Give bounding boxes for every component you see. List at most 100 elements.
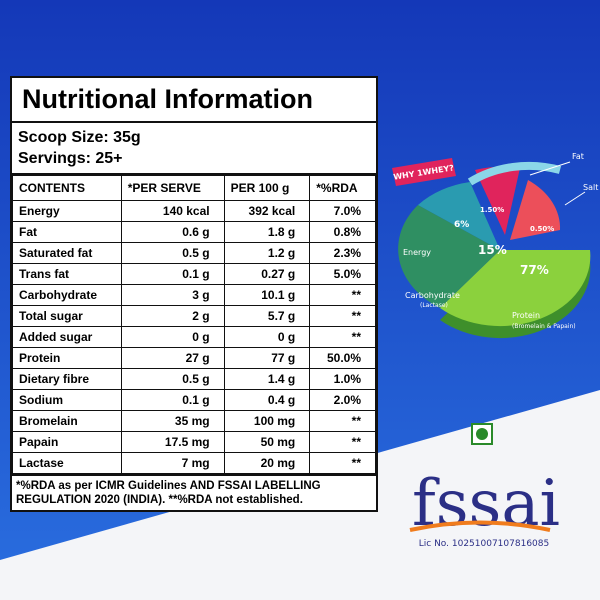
- table-row: Carbohydrate 3 g 10.1 g **: [12, 284, 376, 306]
- table-cell: 1.0%: [309, 368, 376, 390]
- nutrient-grid: CONTENTS *PER SERVE PER 100 g *%RDA Energy 14…: [12, 175, 376, 474]
- protein-label: Protein: [512, 311, 540, 320]
- table-cell: Bromelain: [12, 410, 122, 432]
- carb-label: Carbohydrate: [405, 291, 460, 300]
- table-cell: 27 g: [120, 347, 225, 369]
- table-cell: 5.7 g: [223, 305, 311, 327]
- table-cell: 77 g: [223, 347, 311, 369]
- table-cell: 2.0%: [309, 389, 376, 411]
- table-cell: Carbohydrate: [12, 284, 122, 306]
- table-cell: Protein: [12, 347, 122, 369]
- header-cell: CONTENTS: [12, 175, 122, 201]
- carbohydrate-slice: [398, 205, 500, 308]
- table-cell: 0.6 g: [120, 221, 225, 243]
- table-cell: 50.0%: [309, 347, 376, 369]
- table-cell: Added sugar: [12, 326, 122, 348]
- table-cell: Sodium: [12, 389, 122, 411]
- table-cell: **: [309, 284, 376, 306]
- table-cell: Saturated fat: [12, 242, 122, 264]
- fat-percent: 1.50%: [480, 206, 504, 214]
- serving-info: Scoop Size: 35g Servings: 25+: [12, 123, 376, 175]
- table-row: Protein 27 g 77 g 50.0%: [12, 347, 376, 369]
- table-row: Lactase 7 mg 20 mg **: [12, 452, 376, 474]
- fat-label: Fat: [572, 152, 584, 161]
- table-cell: Fat: [12, 221, 122, 243]
- footnote: *%RDA as per ICMR Guidelines AND FSSAI L…: [12, 474, 376, 510]
- table-cell: 0.5 g: [120, 368, 225, 390]
- header-cell: *PER SERVE: [120, 175, 225, 201]
- table-cell: Lactase: [12, 452, 122, 474]
- table-row: Saturated fat 0.5 g 1.2 g 2.3%: [12, 242, 376, 264]
- logo-swoosh: [409, 520, 551, 532]
- table-cell: 392 kcal: [223, 200, 311, 222]
- table-cell: 2 g: [120, 305, 225, 327]
- table-row: Papain 17.5 mg 50 mg **: [12, 431, 376, 453]
- table-cell: 20 mg: [223, 452, 311, 474]
- salt-percent: 0.50%: [530, 225, 554, 233]
- carb-percent: 15%: [478, 243, 507, 257]
- table-row: Trans fat 0.1 g 0.27 g 5.0%: [12, 263, 376, 285]
- protein-percent: 77%: [520, 263, 549, 277]
- table-cell: 17.5 mg: [120, 431, 225, 453]
- header-row: CONTENTS *PER SERVE PER 100 g *%RDA: [12, 175, 376, 201]
- pie-infographic: WHY 1WHEY? Fat Salt Energy Carbohydrate …: [392, 152, 598, 339]
- header-cell: *%RDA: [309, 175, 376, 201]
- table-cell: **: [309, 305, 376, 327]
- table-cell: Papain: [12, 431, 122, 453]
- table-cell: 2.3%: [309, 242, 376, 264]
- table-cell: 1.2 g: [223, 242, 311, 264]
- fssai-logo: fssai Lic No. 10251007107816085: [409, 423, 560, 549]
- table-cell: **: [309, 410, 376, 432]
- table-cell: **: [309, 452, 376, 474]
- table-cell: **: [309, 326, 376, 348]
- energy-slice: [418, 182, 500, 250]
- table-cell: **: [309, 431, 376, 453]
- leader: [564, 191, 586, 206]
- table-cell: 7 mg: [120, 452, 225, 474]
- table-cell: Dietary fibre: [12, 368, 122, 390]
- salt-label: Salt: [583, 183, 598, 192]
- table-row: Bromelain 35 mg 100 mg **: [12, 410, 376, 432]
- table-row: Energy 140 kcal 392 kcal 7.0%: [12, 200, 376, 222]
- table-cell: 50 mg: [223, 431, 311, 453]
- badge: [392, 158, 456, 186]
- servings: Servings: 25+: [18, 150, 123, 167]
- table-cell: Energy: [12, 200, 122, 222]
- license: Lic No. 10251007107816085: [419, 539, 549, 549]
- protein-note: (Bromelain & Papain): [512, 323, 576, 330]
- energy-percent: 6%: [454, 220, 469, 230]
- table-cell: 7.0%: [309, 200, 376, 222]
- fat-slice: [475, 166, 520, 235]
- table-cell: 1.4 g: [223, 368, 311, 390]
- table-row: Dietary fibre 0.5 g 1.4 g 1.0%: [12, 368, 376, 390]
- salt-slice: [510, 180, 561, 240]
- table-cell: 3 g: [120, 284, 225, 306]
- table-cell: 35 mg: [120, 410, 225, 432]
- nutrition-table: Nutritional Information Scoop Size: 35g …: [10, 76, 378, 512]
- carb-note: (Lactase): [420, 302, 448, 309]
- table-cell: 0.4 g: [223, 389, 311, 411]
- table-cell: 0 g: [120, 326, 225, 348]
- table-row: Total sugar 2 g 5.7 g **: [12, 305, 376, 327]
- table-cell: 0.1 g: [120, 263, 225, 285]
- protein-slice: [440, 250, 591, 327]
- logo-text: fssai: [412, 467, 560, 541]
- energy-label: Energy: [403, 248, 431, 257]
- table-cell: 5.0%: [309, 263, 376, 285]
- table-row: Fat 0.6 g 1.8 g 0.8%: [12, 221, 376, 243]
- header-cell: PER 100 g: [223, 175, 311, 201]
- leader: [529, 161, 571, 176]
- table-cell: 10.1 g: [223, 284, 311, 306]
- table-cell: Total sugar: [12, 305, 122, 327]
- table-cell: 100 mg: [223, 410, 311, 432]
- table-cell: 140 kcal: [120, 200, 225, 222]
- table-row: Sodium 0.1 g 0.4 g 2.0%: [12, 389, 376, 411]
- table-cell: Trans fat: [12, 263, 122, 285]
- table-cell: 0.1 g: [120, 389, 225, 411]
- table-cell: 0.8%: [309, 221, 376, 243]
- table-cell: 1.8 g: [223, 221, 311, 243]
- table-cell: 0.5 g: [120, 242, 225, 264]
- veg-dot: [476, 428, 488, 440]
